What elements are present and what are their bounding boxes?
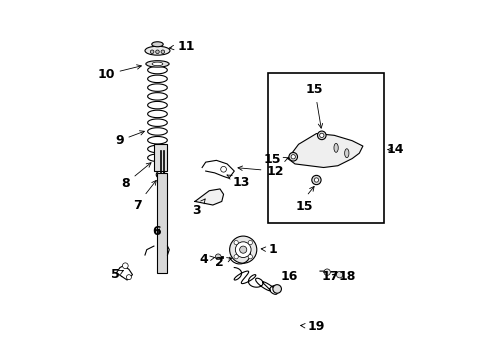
Circle shape	[324, 269, 330, 275]
Text: 4: 4	[200, 253, 215, 266]
Circle shape	[248, 255, 252, 259]
Text: 9: 9	[115, 131, 145, 147]
Circle shape	[319, 133, 324, 138]
Polygon shape	[288, 134, 363, 167]
Text: 2: 2	[215, 256, 232, 269]
Circle shape	[235, 242, 251, 257]
Circle shape	[122, 263, 128, 269]
Text: 11: 11	[170, 40, 195, 53]
Ellipse shape	[152, 42, 163, 47]
Text: 19: 19	[300, 320, 325, 333]
Circle shape	[156, 50, 159, 54]
Text: 15: 15	[295, 201, 313, 213]
Text: 15: 15	[306, 83, 323, 96]
Text: 3: 3	[192, 199, 205, 217]
Text: 5: 5	[111, 268, 123, 281]
Ellipse shape	[344, 149, 349, 158]
Circle shape	[161, 50, 165, 54]
Circle shape	[234, 255, 238, 259]
Circle shape	[273, 285, 281, 293]
Text: 14: 14	[386, 143, 404, 156]
Circle shape	[240, 246, 247, 253]
Text: 12: 12	[238, 165, 284, 177]
Circle shape	[230, 236, 257, 263]
Text: 6: 6	[152, 225, 161, 238]
Polygon shape	[195, 189, 223, 205]
Circle shape	[291, 155, 295, 159]
Text: 7: 7	[133, 180, 156, 212]
Circle shape	[248, 240, 252, 245]
Ellipse shape	[145, 46, 170, 55]
Circle shape	[126, 275, 131, 280]
FancyBboxPatch shape	[154, 144, 168, 171]
Text: 15: 15	[263, 153, 281, 166]
Text: 1: 1	[261, 243, 277, 256]
Circle shape	[337, 271, 343, 278]
Ellipse shape	[334, 143, 338, 152]
Text: 16: 16	[281, 270, 298, 283]
FancyBboxPatch shape	[157, 173, 168, 273]
Text: 8: 8	[122, 163, 151, 190]
Circle shape	[289, 153, 297, 161]
Circle shape	[234, 240, 238, 245]
Circle shape	[312, 175, 321, 185]
Circle shape	[318, 131, 326, 140]
Text: 13: 13	[227, 175, 250, 189]
Circle shape	[314, 178, 319, 182]
Text: 18: 18	[338, 270, 356, 283]
Ellipse shape	[146, 61, 169, 67]
Text: 10: 10	[97, 65, 142, 81]
Circle shape	[150, 50, 154, 54]
Circle shape	[220, 166, 226, 172]
Text: 17: 17	[321, 270, 339, 283]
Bar	[268, 73, 384, 223]
Ellipse shape	[152, 62, 163, 66]
Circle shape	[215, 254, 221, 260]
